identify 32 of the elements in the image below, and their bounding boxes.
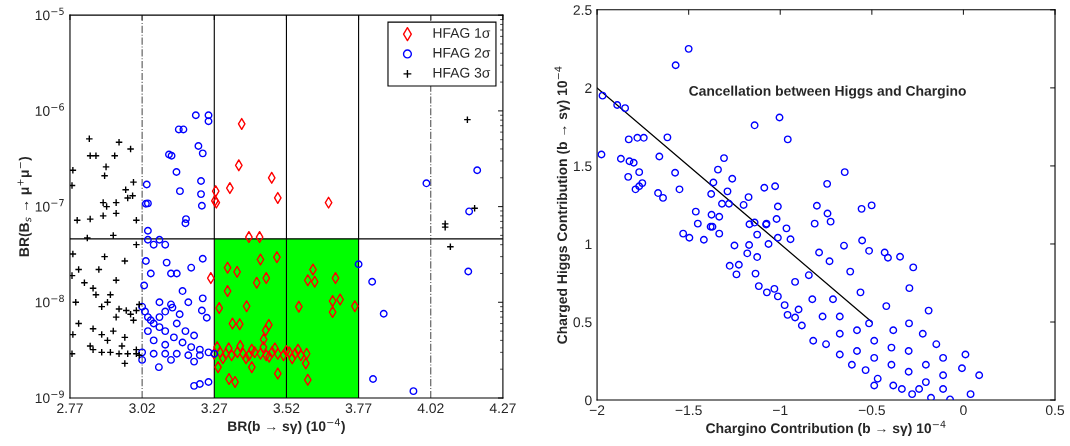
x-tick-label: −1.5 (675, 405, 702, 416)
annotation: Cancellation between Higgs and Chargino (689, 85, 966, 99)
y-tick-label: 0 (585, 395, 592, 406)
y-tick-label: 10$^{−7}$ (35, 199, 64, 212)
x-tick-label: 2.77 (57, 403, 83, 413)
y-tick-label: 2.5 (573, 5, 592, 15)
x-tick-label: −2 (589, 405, 605, 415)
y-tick-label: 10$^{−9}$ (35, 390, 64, 404)
y-tick-label: 2 (585, 83, 592, 93)
x-tick-label: 3.02 (129, 403, 155, 414)
x-tick-label: 3.77 (345, 403, 372, 414)
x-tick-label: 3.52 (273, 403, 300, 414)
legend-label: HFAG 3σ (433, 67, 491, 78)
x-tick-label: 0.5 (1045, 405, 1065, 416)
legend-label: HFAG 2σ (433, 47, 491, 58)
legend-label: HFAG 1σ (433, 28, 491, 38)
y-tick-label: 10$^{−6}$ (35, 103, 64, 116)
x-axis-title: Chargino Contribution (b → sγ) 10$^{−4}$ (706, 420, 946, 436)
x-tick-label: −1 (773, 405, 788, 415)
y-axis-title: BR(B$_{s}$ → μ$^{+}$μ$^{−}$) (17, 156, 32, 257)
y-tick-label: 10$^{−5}$ (35, 7, 64, 21)
x-tick-label: 3.27 (201, 403, 228, 414)
y-tick-label: 1.5 (573, 161, 592, 172)
y-tick-label: 10$^{−8}$ (35, 294, 64, 308)
y-axis-title: Charged Higgs Contribution (b → sγ) 10$^{−4}$ (554, 66, 570, 344)
y-tick-label: 0.5 (573, 317, 592, 328)
y-tick-label: 1 (585, 239, 592, 249)
x-tick-label: 4.02 (417, 403, 444, 414)
x-axis-title: BR(b → sγ) (10$^{−4}$) (228, 418, 345, 434)
x-tick-label: −0.5 (858, 405, 885, 416)
x-tick-label: 0 (960, 405, 967, 416)
x-tick-label: 4.27 (489, 403, 516, 413)
